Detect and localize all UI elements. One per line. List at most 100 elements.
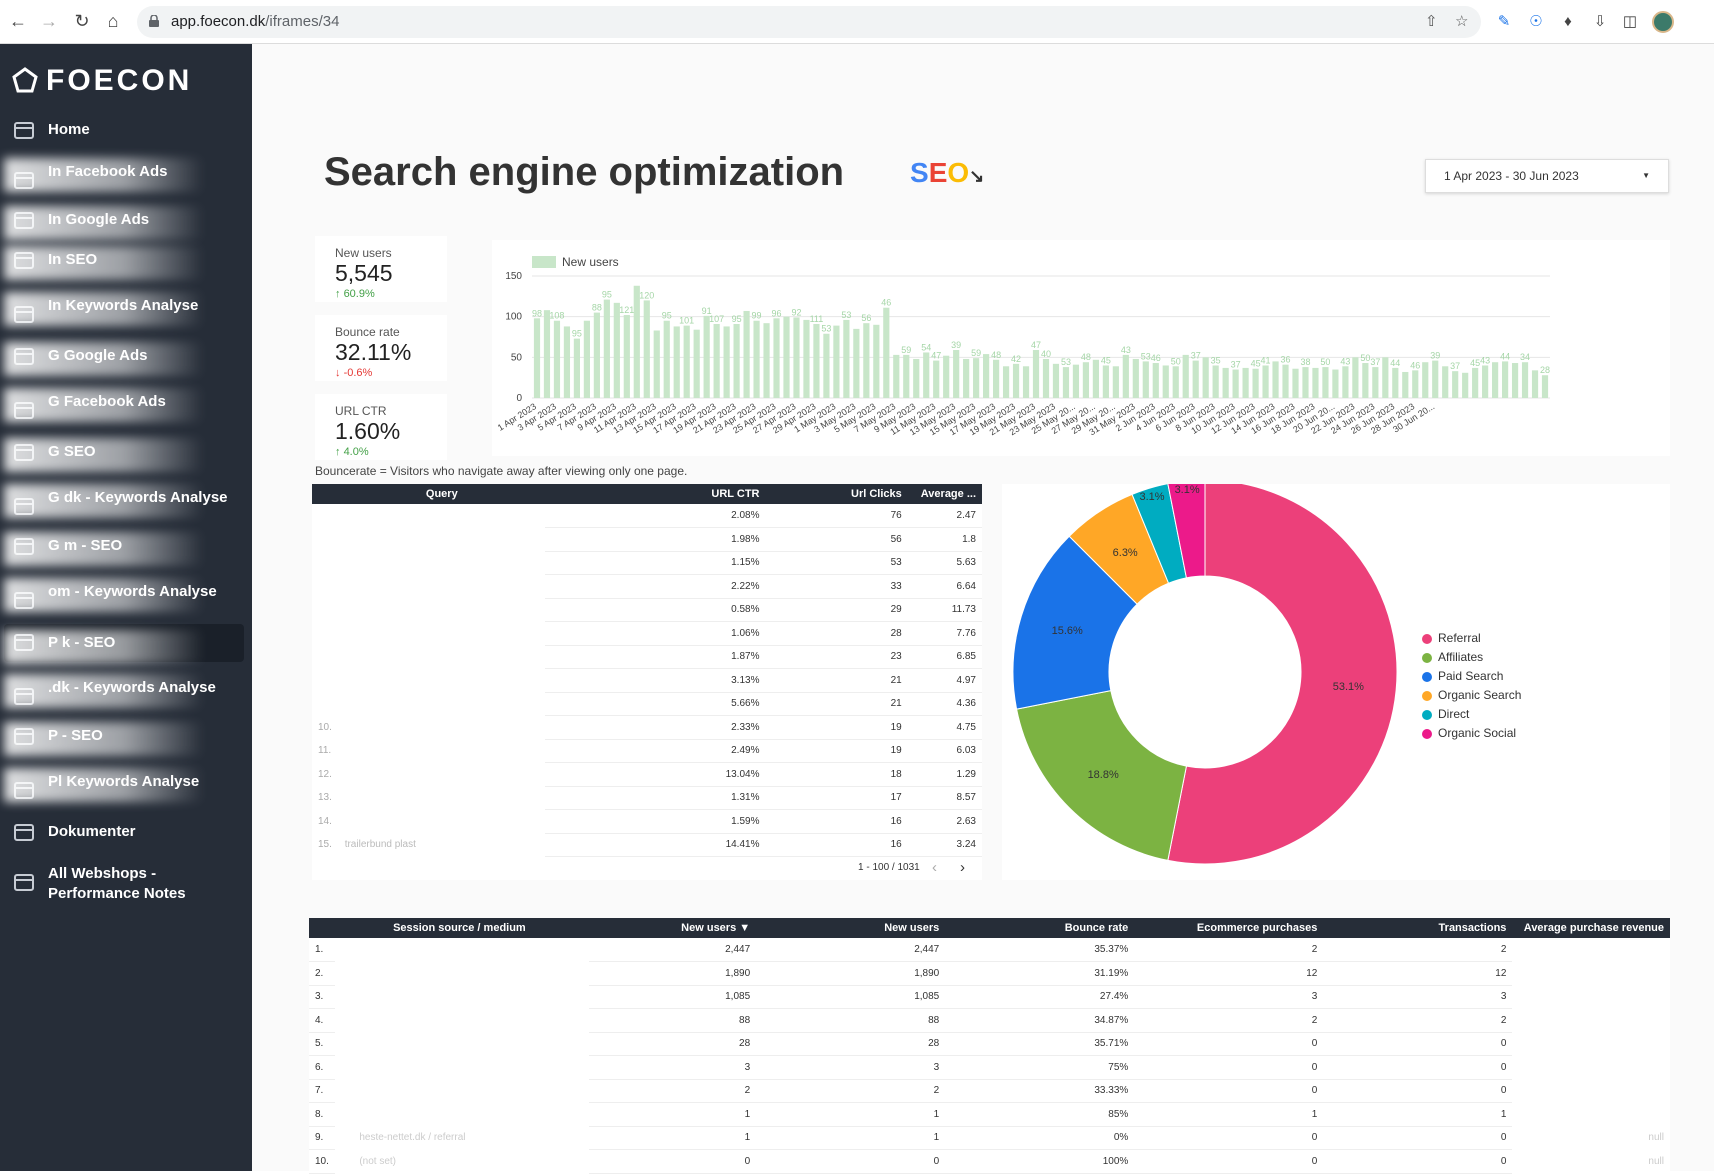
back-icon[interactable]: ← (9, 11, 27, 31)
table-row[interactable]: 3.13% 21 4.97 (312, 668, 982, 693)
legend-item[interactable]: Direct (1422, 705, 1521, 724)
bar[interactable] (633, 285, 640, 398)
bar[interactable] (1531, 370, 1539, 398)
bar[interactable] (1222, 367, 1229, 398)
legend-item[interactable]: Organic Search (1422, 686, 1521, 705)
bar[interactable] (903, 354, 910, 398)
bar[interactable] (863, 323, 870, 398)
reload-icon[interactable]: ↻ (74, 11, 90, 31)
bar[interactable] (1472, 367, 1479, 398)
bar[interactable] (1102, 365, 1109, 398)
puzzle-extension-icon[interactable]: ♦ (1564, 13, 1572, 30)
bar[interactable] (1142, 361, 1149, 398)
bar[interactable] (893, 354, 900, 398)
table-row[interactable]: 10. 2.33% 19 4.75 (312, 715, 982, 740)
bar[interactable] (823, 333, 830, 398)
table-row[interactable]: 1. 2,447 2,447 35.37% 2 2 (309, 938, 1670, 962)
bar[interactable] (553, 320, 561, 398)
bar[interactable] (1162, 365, 1169, 398)
donut-slice[interactable] (1167, 479, 1398, 865)
donut-slice[interactable] (1016, 689, 1188, 861)
bar[interactable] (1252, 368, 1259, 398)
bar[interactable] (963, 358, 970, 398)
bar[interactable] (563, 326, 571, 398)
bookmark-star-icon[interactable]: ☆ (1455, 13, 1469, 30)
bar[interactable] (793, 317, 800, 398)
bar[interactable] (1042, 358, 1050, 398)
bar[interactable] (1541, 375, 1549, 398)
bar[interactable] (1212, 365, 1219, 398)
bar[interactable] (1082, 362, 1090, 398)
col-ecommerce-purchases[interactable]: Ecommerce purchases (1134, 918, 1324, 938)
bar[interactable] (763, 323, 770, 398)
bar[interactable] (1342, 366, 1349, 398)
col-query[interactable]: Query (338, 484, 545, 504)
bar[interactable] (1282, 364, 1289, 398)
table-row[interactable]: 12. 13.04% 18 1.29 (312, 762, 982, 787)
bar[interactable] (1482, 365, 1489, 398)
bar[interactable] (1362, 363, 1369, 398)
forward-icon[interactable]: → (40, 11, 58, 31)
bar[interactable] (1501, 361, 1509, 398)
col-new-users-sorted[interactable]: New users ▼ (589, 918, 757, 938)
bar[interactable] (1332, 369, 1339, 398)
bar[interactable] (1452, 371, 1459, 398)
bar[interactable] (1232, 369, 1239, 398)
col-new-users[interactable]: New users (756, 918, 946, 938)
bar[interactable] (883, 307, 890, 398)
col-bounce-rate[interactable]: Bounce rate (945, 918, 1135, 938)
bar[interactable] (773, 318, 780, 398)
chevron-left-icon[interactable]: ‹ (932, 859, 937, 876)
col-average[interactable]: Average ... (907, 484, 982, 504)
bar[interactable] (1442, 366, 1449, 398)
table-row[interactable]: 1.06% 28 7.76 (312, 621, 982, 646)
pen-extension-icon[interactable]: ✎ (1497, 13, 1511, 30)
bar[interactable] (1132, 358, 1139, 398)
sidepanel-icon[interactable]: ◫ (1622, 13, 1638, 30)
bar[interactable] (1312, 367, 1319, 398)
bar[interactable] (1002, 366, 1010, 398)
bar[interactable] (653, 330, 660, 398)
bar[interactable] (683, 325, 690, 398)
legend-item[interactable]: Referral (1422, 629, 1521, 648)
bar[interactable] (703, 315, 710, 398)
bar[interactable] (1242, 367, 1249, 398)
col-url-clicks[interactable]: Url Clicks (765, 484, 908, 504)
bar[interactable] (1182, 354, 1189, 398)
bar[interactable] (1062, 367, 1070, 398)
bar[interactable] (853, 328, 860, 398)
table-row[interactable]: 15. trailerbund plast 14.41% 16 3.24 (312, 833, 982, 857)
legend-item[interactable]: Affiliates (1422, 648, 1521, 667)
bar[interactable] (1302, 367, 1309, 398)
table-row[interactable]: 1.15% 53 5.63 (312, 551, 982, 575)
bar[interactable] (1422, 362, 1429, 398)
col-transactions[interactable]: Transactions (1323, 918, 1513, 938)
table-row[interactable]: 3. 1,085 1,085 27.4% 3 3 (309, 985, 1670, 1009)
bar[interactable] (1511, 363, 1519, 398)
donut-slice[interactable] (1012, 535, 1138, 710)
bar[interactable] (1172, 366, 1179, 398)
bar[interactable] (673, 326, 680, 398)
sidebar-item-11[interactable]: P k - SEO (4, 624, 244, 664)
legend-item[interactable]: Organic Social (1422, 724, 1521, 743)
bar[interactable] (1202, 357, 1209, 398)
bar[interactable] (803, 319, 810, 398)
table-row[interactable]: 5. 28 28 35.71% 0 0 (309, 1032, 1670, 1056)
home-icon[interactable]: ⌂ (107, 11, 119, 31)
col-average-purchase-revenue[interactable]: Average purchase revenue (1512, 918, 1670, 938)
bar[interactable] (1382, 357, 1389, 398)
bar[interactable] (1022, 366, 1030, 398)
table-row[interactable]: 11. 2.49% 19 6.03 (312, 739, 982, 763)
bar[interactable] (1032, 350, 1040, 398)
address-bar[interactable]: app.foecon.dk/iframes/34 ⇧ ☆ (137, 6, 1481, 38)
bar[interactable] (723, 326, 730, 398)
bar[interactable] (623, 315, 630, 398)
bar[interactable] (953, 350, 960, 398)
bar[interactable] (1122, 354, 1129, 398)
table-row[interactable]: 7. 2 2 33.33% 0 0 (309, 1079, 1670, 1103)
bar[interactable] (913, 358, 920, 398)
table-row[interactable]: 8. 1 1 85% 1 1 (309, 1102, 1670, 1127)
bar[interactable] (613, 302, 620, 398)
bar[interactable] (1521, 362, 1529, 398)
table-row[interactable]: 4. 88 88 34.87% 2 2 (309, 1008, 1670, 1033)
